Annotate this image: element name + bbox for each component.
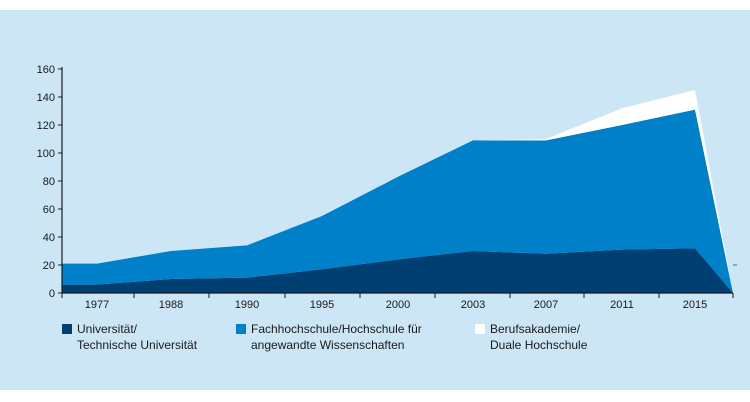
y-tick-label: 40 [43,232,55,244]
x-tick-label: 2007 [534,299,558,311]
legend-label-fachhochschule: Fachhochschule/Hochschule für angewandte… [251,322,422,352]
x-tick-label: 2000 [386,299,410,311]
x-tick-label: 1977 [85,299,109,311]
legend-swatch-berufsakademie [475,324,485,334]
area-layers [62,90,733,293]
x-tick-label: 2015 [683,299,707,311]
area-fachhochschule [62,109,733,293]
area-universitaet [62,248,733,293]
x-tick-label: 1988 [159,299,183,311]
axes: 0 20 40 60 80 100 120 140 160 1977 1988 1990 1995 200… [37,64,737,311]
legend-label-berufsakademie: Berufsakademie/ Duale Hochschule [490,322,588,352]
legend-label-universitaet: Universität/ Technische Universität [77,322,198,352]
y-tick-label: 0 [49,288,55,300]
y-tick-label: 60 [43,204,55,216]
x-tick-label: 2011 [610,299,634,311]
x-tick-label: 2003 [461,299,485,311]
x-tick-label: 1990 [235,299,259,311]
y-tick-label: 100 [37,148,55,160]
y-tick-label: 80 [43,176,55,188]
y-tick-label: 20 [43,260,55,272]
y-tick-label: 160 [37,64,55,76]
legend-swatch-universitaet [62,324,72,334]
legend-swatch-fachhochschule [236,324,246,334]
area-berufsakademie [62,90,733,293]
y-tick-label: 120 [37,120,55,132]
x-tick-label: 1995 [310,299,334,311]
y-tick-label: 140 [37,92,55,104]
